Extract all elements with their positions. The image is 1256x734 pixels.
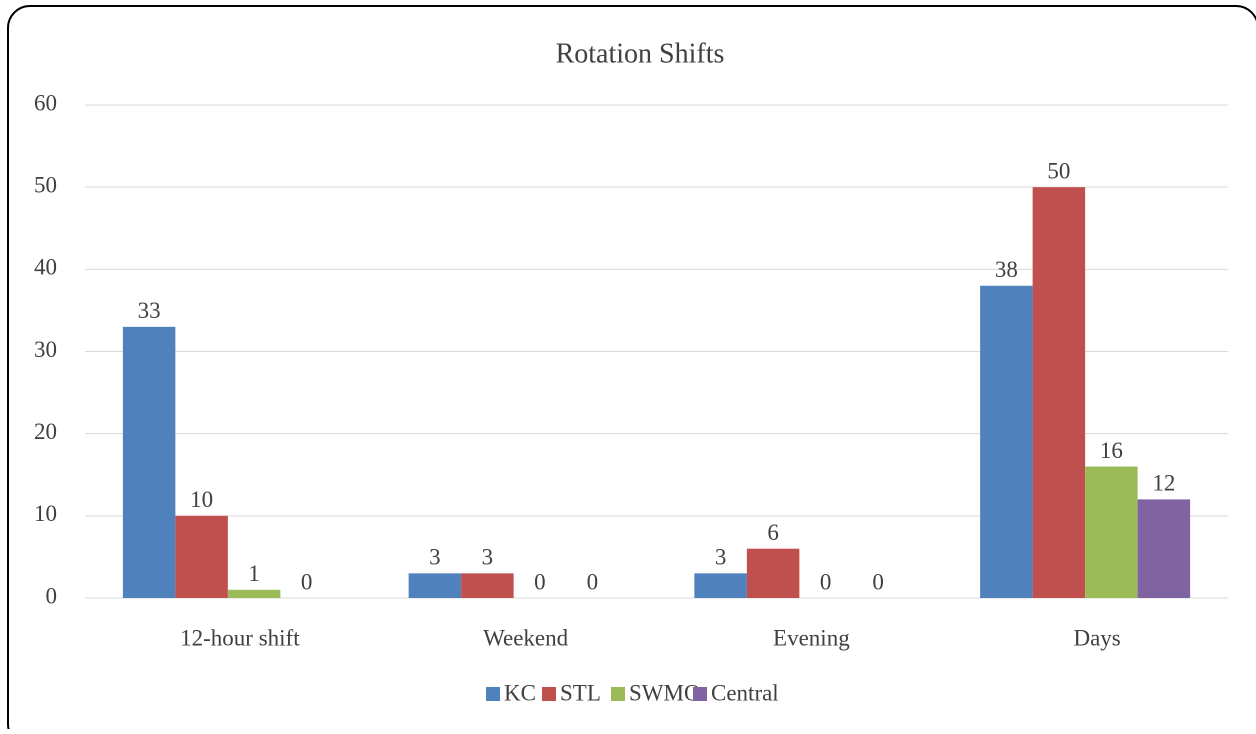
legend-label: STL: [560, 680, 601, 705]
bar: [175, 515, 228, 598]
chart-title: Rotation Shifts: [556, 38, 725, 69]
bar: [408, 573, 462, 598]
data-label: 50: [1047, 158, 1070, 183]
data-label: 6: [767, 520, 779, 545]
legend-swatch: [693, 687, 707, 701]
bar: [461, 573, 514, 598]
data-label: 0: [301, 569, 313, 594]
y-tick-label: 50: [34, 172, 57, 197]
bar: [746, 548, 800, 598]
bar: [122, 326, 176, 598]
legend-swatch: [611, 687, 625, 701]
data-label: 0: [534, 569, 546, 594]
data-label: 3: [715, 545, 727, 570]
data-label: 33: [138, 298, 161, 323]
data-label: 38: [995, 257, 1018, 282]
data-label: 0: [872, 569, 884, 594]
data-label: 1: [248, 561, 260, 586]
data-label: 12: [1152, 471, 1175, 496]
bar: [694, 573, 747, 598]
legend-label: Central: [711, 680, 779, 705]
bar: [1085, 466, 1138, 598]
y-tick-label: 30: [34, 337, 57, 362]
chart-border: [7, 5, 1256, 734]
bar: [980, 285, 1033, 598]
y-tick-label: 0: [46, 583, 58, 608]
data-label: 10: [190, 487, 213, 512]
data-label: 3: [482, 545, 494, 570]
x-tick-label: Days: [1073, 625, 1120, 650]
data-label: 0: [587, 569, 599, 594]
bar: [227, 589, 281, 598]
bar: [1032, 187, 1086, 598]
legend-label: SWMO: [629, 680, 701, 705]
x-tick-label: 12-hour shift: [180, 625, 300, 650]
legend-swatch: [486, 687, 500, 701]
legend-swatch: [542, 687, 556, 701]
y-tick-label: 20: [34, 419, 57, 444]
x-tick-label: Weekend: [483, 625, 568, 650]
data-label: 16: [1100, 438, 1123, 463]
y-tick-label: 40: [34, 255, 57, 280]
data-label: 3: [429, 545, 441, 570]
legend-label: KC: [504, 680, 536, 705]
data-label: 0: [820, 569, 832, 594]
y-tick-label: 60: [34, 90, 57, 115]
bar: [1137, 499, 1191, 598]
y-tick-label: 10: [34, 501, 57, 526]
x-tick-label: Evening: [773, 625, 850, 650]
